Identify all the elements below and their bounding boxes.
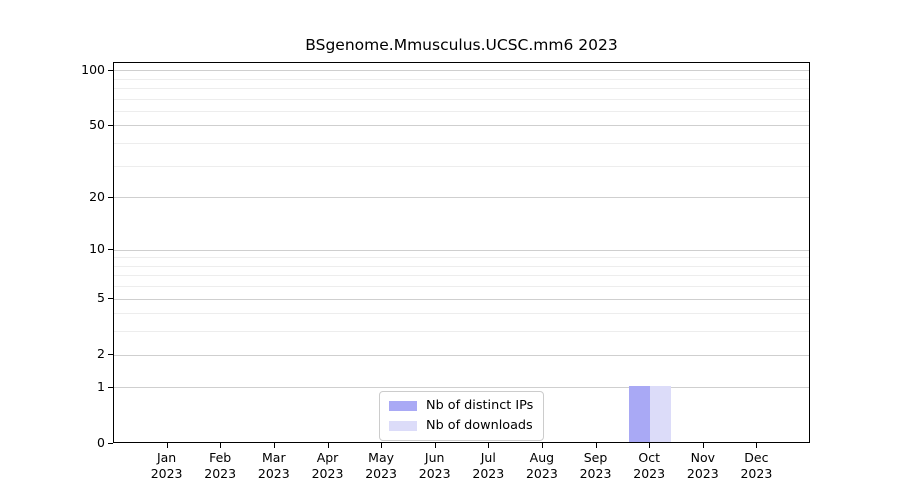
- x-tick-year: 2023: [257, 465, 290, 481]
- y-tick-label: 20: [89, 188, 105, 204]
- x-tick-year: 2023: [472, 465, 505, 481]
- x-tick-label: Apr 2023: [298, 450, 358, 481]
- major-gridline: [114, 249, 809, 251]
- x-tick-label: Jan 2023: [137, 450, 197, 481]
- x-tick-mark: [273, 443, 275, 448]
- legend-entry: Nb of downloads: [389, 417, 533, 434]
- x-tick-label: Nov 2023: [673, 450, 733, 481]
- minor-gridline: [114, 143, 809, 145]
- x-tick-label: Dec 2023: [726, 450, 786, 481]
- minor-gridline: [114, 257, 809, 259]
- y-tick-label: 2: [97, 346, 105, 362]
- x-tick-label: May 2023: [351, 450, 411, 481]
- y-tick-label: 5: [97, 290, 105, 305]
- minor-gridline: [114, 286, 809, 288]
- x-tick-label: Jun 2023: [405, 450, 465, 481]
- chart-title: BSgenome.Mmusculus.UCSC.mm6 2023: [305, 36, 618, 54]
- y-tick-mark: [108, 196, 113, 198]
- y-tick-label: 1: [97, 378, 105, 394]
- x-tick-year: 2023: [579, 465, 612, 481]
- x-tick-mark: [541, 443, 543, 448]
- y-tick-label: 100: [81, 61, 105, 77]
- minor-gridline: [114, 98, 809, 100]
- x-tick-year: 2023: [418, 465, 451, 481]
- y-tick-mark: [108, 124, 113, 126]
- major-gridline: [114, 70, 809, 72]
- x-tick-year: 2023: [525, 465, 558, 481]
- minor-gridline: [114, 275, 809, 277]
- x-tick-year: 2023: [633, 465, 666, 481]
- legend-label: Nb of distinct IPs: [426, 398, 534, 413]
- x-tick-mark: [488, 443, 490, 448]
- major-gridline: [114, 125, 809, 127]
- legend-label: Nb of downloads: [426, 418, 533, 433]
- legend-entry: Nb of distinct IPs: [389, 397, 533, 414]
- x-tick-mark: [756, 443, 758, 448]
- x-tick-mark: [327, 443, 329, 448]
- minor-gridline: [114, 331, 809, 333]
- legend: Nb of distinct IPs Nb of downloads: [379, 391, 545, 441]
- y-tick-mark: [108, 443, 113, 444]
- legend-swatch: [389, 420, 417, 431]
- x-tick-label: Feb 2023: [190, 450, 250, 481]
- y-tick-label: 10: [89, 241, 105, 256]
- y-tick-mark: [108, 354, 113, 356]
- x-tick-mark: [381, 443, 383, 448]
- minor-gridline: [114, 78, 809, 80]
- x-tick-label: Mar 2023: [244, 450, 304, 481]
- x-tick-mark: [166, 443, 168, 448]
- x-tick-year: 2023: [686, 465, 719, 481]
- major-gridline: [114, 298, 809, 300]
- y-tick-mark: [108, 386, 113, 388]
- x-tick-year: 2023: [204, 465, 237, 481]
- bar-distinct-ips: [629, 385, 651, 442]
- minor-gridline: [114, 265, 809, 267]
- legend-swatch: [389, 400, 417, 411]
- y-tick-mark: [108, 69, 113, 71]
- x-tick-year: 2023: [365, 465, 397, 481]
- minor-gridline: [114, 313, 809, 315]
- x-tick-mark: [595, 443, 597, 448]
- x-tick-label: Jul 2023: [458, 450, 518, 481]
- x-tick-label: Sep 2023: [566, 450, 626, 481]
- y-tick-label: 50: [89, 116, 105, 132]
- x-tick-label: Aug 2023: [512, 450, 572, 481]
- major-gridline: [114, 354, 809, 356]
- bar-downloads: [650, 385, 672, 442]
- x-tick-year: 2023: [150, 465, 183, 481]
- plot-area: Nb of distinct IPs Nb of downloads: [113, 62, 810, 443]
- y-tick-label: 0: [97, 435, 105, 450]
- x-tick-year: 2023: [740, 465, 773, 481]
- y-tick-mark: [108, 249, 113, 250]
- x-tick-mark: [649, 443, 651, 448]
- y-tick-mark: [108, 298, 113, 299]
- minor-gridline: [114, 110, 809, 112]
- minor-gridline: [114, 88, 809, 89]
- x-tick-mark: [434, 443, 436, 448]
- x-tick-label: Oct 2023: [619, 450, 679, 481]
- major-gridline: [114, 387, 809, 389]
- major-gridline: [114, 197, 809, 199]
- x-tick-year: 2023: [311, 465, 344, 481]
- minor-gridline: [114, 165, 809, 167]
- x-tick-mark: [702, 443, 704, 448]
- x-tick-mark: [220, 443, 222, 448]
